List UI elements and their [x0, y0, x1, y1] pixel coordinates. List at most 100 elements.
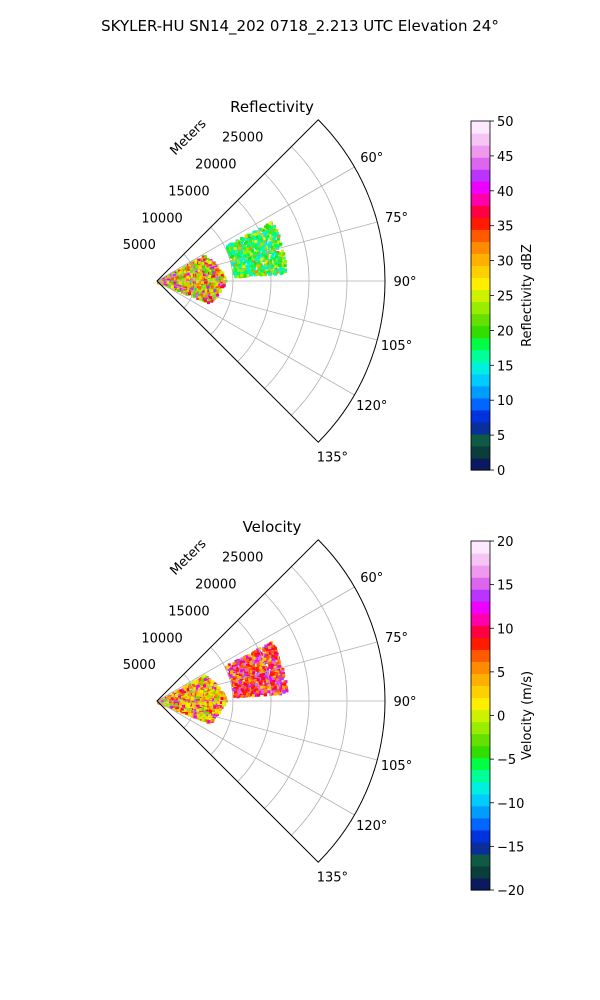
- echo-gate: [266, 265, 270, 269]
- echo-gate: [271, 269, 275, 273]
- echo-gate: [198, 700, 202, 704]
- echo-gate: [246, 234, 250, 238]
- echo-gate: [279, 268, 283, 272]
- colorbar-swatch: [471, 361, 490, 375]
- echo-gate: [279, 256, 282, 260]
- echo-gate: [186, 268, 190, 272]
- echo-gate: [264, 237, 268, 241]
- echo-gate: [204, 261, 208, 265]
- colorbar-swatch: [471, 421, 490, 435]
- echo-gate: [204, 687, 208, 691]
- echo-gate: [201, 276, 205, 280]
- echo-gate: [207, 301, 210, 305]
- echo-gate: [190, 292, 194, 296]
- echo-gate: [186, 688, 190, 692]
- echo-gate: [216, 266, 220, 270]
- echo-gate: [254, 240, 258, 244]
- echo-gate: [173, 280, 177, 284]
- echo-gate: [243, 274, 247, 278]
- echo-gate: [197, 258, 201, 262]
- echo-gate: [251, 243, 255, 247]
- echo-gate: [270, 255, 274, 259]
- echo-gate: [197, 711, 201, 715]
- echo-gate: [179, 282, 183, 285]
- echo-gate: [268, 241, 272, 245]
- colorbar-swatch: [471, 445, 490, 459]
- echo-gate: [268, 222, 272, 225]
- echo-gate: [279, 265, 283, 269]
- echo-gate: [271, 264, 275, 268]
- echo-gate: [277, 265, 281, 269]
- echo-gate: [268, 224, 272, 228]
- echo-gate: [183, 270, 187, 274]
- echo-gate: [203, 718, 207, 722]
- echo-gate: [204, 294, 208, 298]
- echo-gate: [205, 259, 209, 263]
- echo-gate: [188, 292, 192, 296]
- echo-gate: [198, 290, 202, 294]
- range-tick-label: 15000: [168, 184, 209, 199]
- colorbar-swatch: [471, 325, 490, 339]
- echo-gate: [219, 285, 223, 289]
- echo-gate: [230, 251, 234, 255]
- echo-gate: [232, 249, 236, 253]
- echo-gate: [214, 702, 218, 706]
- echo-gate: [204, 679, 208, 683]
- echo-gate: [273, 230, 277, 234]
- echo-gate: [182, 282, 186, 286]
- echo-gate: [170, 281, 174, 285]
- echo-gate: [228, 251, 232, 255]
- echo-gate: [236, 263, 240, 267]
- echo-gate: [200, 685, 204, 688]
- echo-gate: [177, 705, 181, 708]
- echo-gate: [197, 690, 201, 693]
- echo-gate: [276, 261, 280, 265]
- echo-gate: [181, 273, 185, 277]
- echo-gate: [257, 272, 261, 276]
- echo-gate: [191, 272, 195, 276]
- echo-gate: [178, 702, 182, 706]
- echo-gate: [181, 690, 185, 693]
- echo-gate: [198, 687, 202, 690]
- echo-gate: [166, 277, 170, 281]
- echo-gate: [210, 278, 214, 282]
- echo-gate: [238, 246, 241, 250]
- azimuth-gridline: [156, 280, 378, 341]
- echo-gate: [181, 278, 185, 282]
- echo-gate: [229, 248, 232, 252]
- echo-gate: [257, 234, 261, 238]
- echo-gate: [194, 260, 198, 264]
- echo-gate: [218, 707, 222, 711]
- echo-gate: [172, 706, 175, 710]
- echo-gate: [274, 242, 278, 245]
- echo-gate: [215, 711, 218, 715]
- echo-gate: [190, 287, 194, 291]
- echo-gate: [266, 261, 269, 265]
- range-tick-label: 20000: [195, 158, 236, 173]
- theta-tick-label: 120°: [356, 399, 387, 414]
- echo-gate: [201, 714, 205, 718]
- echo-gate: [215, 283, 219, 287]
- echo-gate: [281, 256, 285, 260]
- echo-gate: [223, 696, 227, 700]
- echo-gate: [241, 257, 245, 261]
- echo-gate: [265, 231, 269, 234]
- echo-gate: [208, 679, 212, 683]
- echo-gate: [206, 264, 210, 268]
- echo-gate: [176, 287, 180, 291]
- echo-gate: [178, 696, 182, 700]
- echo-gate: [183, 289, 186, 293]
- echo-gate: [269, 266, 273, 270]
- echo-gate: [178, 271, 182, 275]
- echo-gate: [203, 706, 207, 710]
- echo-gate: [276, 240, 280, 244]
- echo-gate: [207, 720, 211, 724]
- colorbar-swatch: [471, 169, 490, 182]
- echo-gate: [171, 694, 175, 698]
- echo-gate: [260, 257, 264, 261]
- echo-gate: [240, 246, 244, 250]
- echo-gate: [263, 266, 267, 270]
- echo-gate: [173, 274, 176, 278]
- echo-gate: [197, 295, 201, 299]
- echo-gate: [274, 255, 278, 259]
